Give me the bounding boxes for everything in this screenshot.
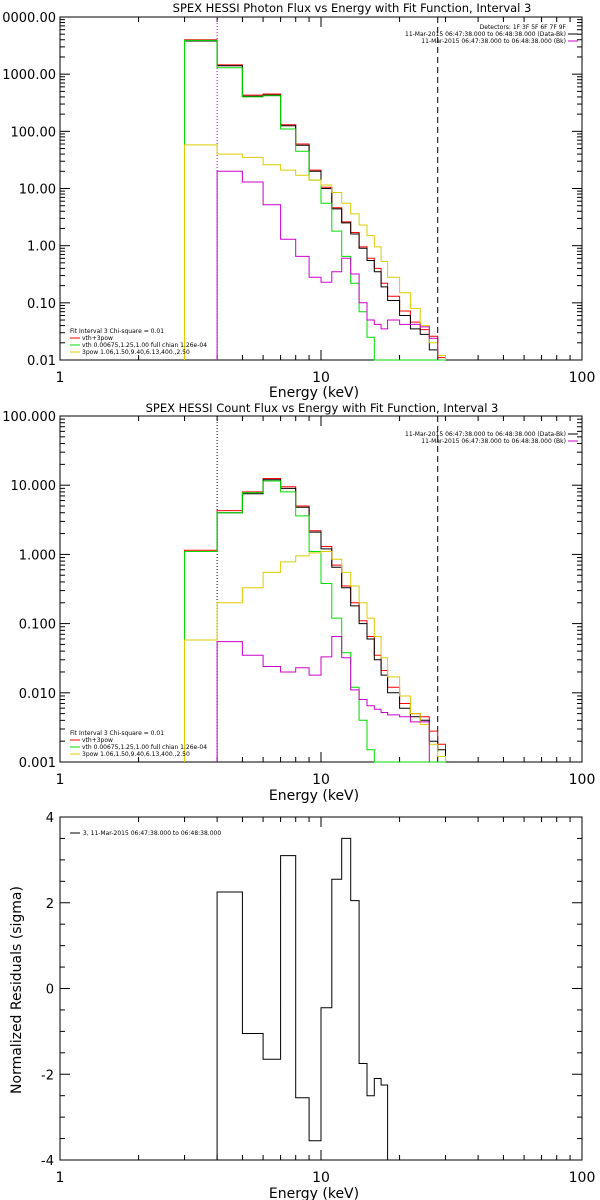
legend: 3, 11-Mar-2015 06:47:38.000 to 06:48:38.… (70, 830, 221, 837)
x-tick-label: 100 (569, 370, 596, 386)
y-tick-label: 10.000 (11, 479, 57, 494)
legend-line: 11-Mar-2015 06:47:38.000 to 06:48:38.000… (405, 431, 566, 438)
x-tick-label: 10 (312, 772, 330, 788)
y-tick-label: 0.010 (19, 687, 56, 702)
legend-entry: 3pow 1.06,1.50,9.40,6.13,400.,2.50 (82, 349, 190, 356)
x-tick-labels: 1 10 100 (56, 1170, 596, 1186)
series-group (216, 837, 389, 1160)
ticks (59, 16, 582, 361)
series-3pow (184, 144, 446, 360)
legend-entry: 3, 11-Mar-2015 06:47:38.000 to 06:48:38.… (83, 830, 221, 837)
y-tick-label: 100.000 (2, 410, 56, 425)
legend-entry: vth 0.00675,1.25,1.00 full chian 1.26e-0… (82, 342, 207, 349)
y-tick-label: -2 (41, 1068, 54, 1083)
legend-entry: 3pow 1.06,1.50,9.40,6.13,400.,2.50 (82, 751, 190, 758)
count-flux-panel: SPEX HESSI Count Flux vs Energy with Fit… (2, 401, 595, 804)
y-tick-label: 4 (46, 811, 54, 826)
series-vth (184, 39, 446, 361)
y-tick-label: 10.00 (19, 183, 56, 198)
legend-line: Detectors: 1F 3F 5F 6F 7F 9F (480, 24, 567, 31)
legend-right: Detectors: 1F 3F 5F 6F 7F 9F 11-Mar-2015… (405, 24, 578, 45)
series-vth (184, 480, 446, 763)
y-tick-label: 1.00 (27, 240, 56, 255)
legend-left: Fit Interval 3 Chi-square = 0.01 vth+3po… (70, 730, 207, 758)
photon-flux-panel: SPEX HESSI Photon Flux vs Energy with Fi… (2, 1, 595, 401)
legend-right: 11-Mar-2015 06:47:38.000 to 06:48:38.000… (405, 431, 578, 445)
y-tick-label: 2 (46, 897, 54, 912)
y-tick-label: 0.100 (19, 618, 56, 633)
y-tick-label: 1000.00 (2, 68, 56, 83)
legend-line: 11-Mar-2015 06:47:38.000 to 06:48:38.000… (421, 438, 566, 445)
series-3 (216, 837, 389, 1160)
series-vth3pow (184, 478, 446, 762)
legend-entry: vth+3pow (82, 737, 113, 744)
y-tick-label: 1.000 (19, 548, 56, 563)
y-tick-labels: -4 -2 0 2 4 (41, 811, 54, 1169)
x-tick-label: 1 (56, 772, 65, 788)
y-tick-labels: 0.001 0.010 0.100 1.000 10.000 100.000 (2, 410, 56, 771)
x-tick-label: 10 (312, 1170, 330, 1186)
x-tick-labels: 1 10 100 (56, 772, 596, 788)
fit-label: Fit Interval 3 Chi-square = 0.01 (70, 730, 164, 737)
plot-frame (59, 415, 583, 763)
x-tick-label: 1 (56, 370, 65, 386)
legend-line: 11-Mar-2015 06:47:38.000 to 06:48:38.000… (421, 38, 566, 45)
x-axis-label: Energy (keV) (269, 788, 359, 804)
series-group (184, 39, 446, 361)
chart-title: SPEX HESSI Photon Flux vs Energy with Fi… (173, 1, 532, 15)
reference-lines (216, 416, 439, 762)
x-tick-labels: 1 10 100 (56, 370, 596, 386)
y-tick-label: 100.00 (11, 125, 57, 140)
fit-label: Fit Interval 3 Chi-square = 0.01 (70, 328, 164, 335)
y-tick-label: 0.10 (27, 297, 56, 312)
y-axis-label: Normalized Residuals (sigma) (9, 886, 25, 1094)
series-vth3pow (184, 39, 446, 360)
x-axis-label: Energy (keV) (269, 385, 359, 401)
legend-entry: vth+3pow (82, 335, 113, 342)
y-tick-label: -4 (41, 1154, 54, 1169)
series-background (216, 170, 439, 360)
ticks (59, 415, 582, 763)
y-tick-label: 0.01 (27, 354, 56, 369)
series-data (184, 40, 446, 361)
x-tick-label: 10 (312, 370, 330, 386)
legend-line: 11-Mar-2015 06:47:38.000 to 06:48:38.000… (405, 31, 566, 38)
x-tick-label: 1 (56, 1170, 65, 1186)
series-3pow (184, 551, 446, 762)
y-tick-label: 0000.00 (2, 11, 56, 26)
series-background (216, 636, 430, 762)
series-group (184, 478, 446, 763)
y-tick-labels: 0.01 0.10 1.00 10.00 100.00 1000.00 0000.00 (2, 11, 56, 369)
chart-title: SPEX HESSI Count Flux vs Energy with Fit… (146, 401, 499, 415)
x-tick-label: 100 (569, 772, 596, 788)
y-tick-label: 0 (46, 983, 54, 998)
x-axis-label: Energy (keV) (269, 1186, 359, 1200)
ticks (59, 816, 582, 1161)
residuals-panel: -4 -2 0 2 4 1 10 100 Energy (keV) Normalized R… (9, 811, 595, 1200)
legend-left: Fit Interval 3 Chi-square = 0.01 vth+3po… (70, 328, 207, 356)
y-tick-label: 0.001 (19, 756, 56, 771)
legend-entry: vth 0.00675,1.25,1.00 full chian 1.26e-0… (82, 744, 207, 751)
series-data (184, 479, 446, 762)
x-tick-label: 100 (569, 1170, 596, 1186)
